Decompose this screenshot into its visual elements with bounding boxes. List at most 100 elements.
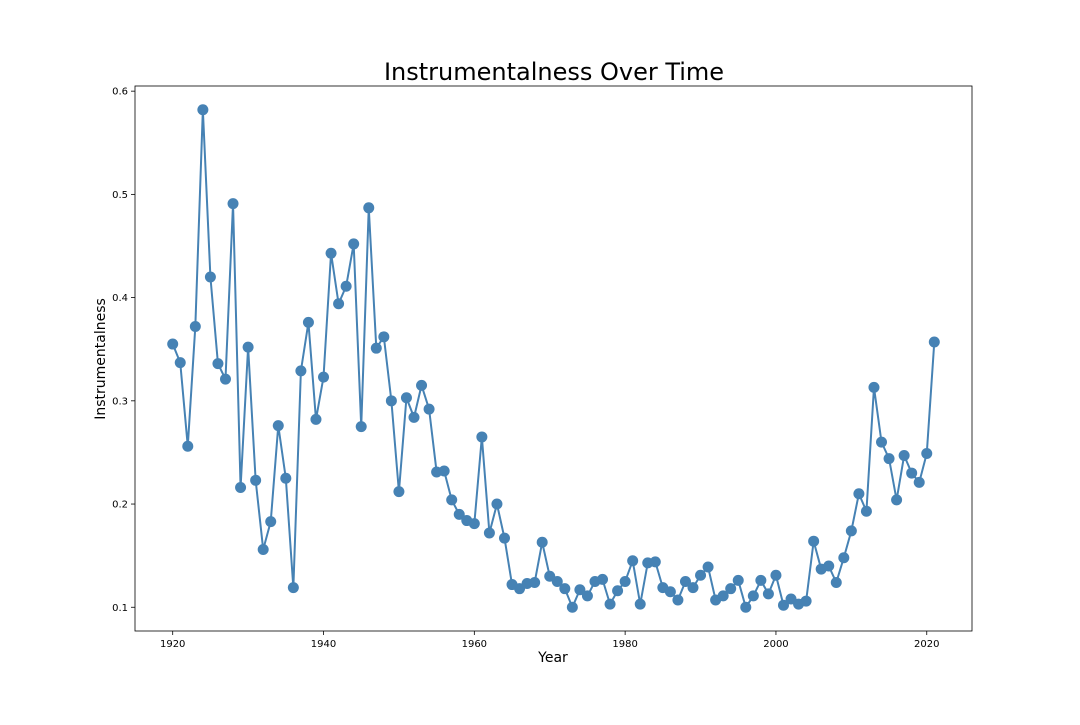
data-point [272, 420, 284, 432]
y-tick-label: 0.1 [112, 603, 128, 614]
y-tick-label: 0.3 [112, 396, 128, 407]
x-tick-label: 1940 [311, 639, 336, 650]
data-point [732, 574, 744, 586]
data-point [438, 465, 450, 477]
plot-area [167, 104, 940, 613]
data-point [340, 280, 352, 292]
data-point [483, 527, 495, 539]
data-point [250, 474, 262, 486]
data-point [318, 371, 330, 383]
x-axis-label: Year [537, 650, 568, 666]
data-point [491, 498, 503, 510]
data-point [416, 379, 428, 391]
series-line [171, 108, 936, 609]
x-tick-label: 1980 [612, 639, 637, 650]
data-point [310, 413, 322, 425]
data-point [302, 316, 314, 328]
data-point [295, 365, 307, 377]
data-point [408, 411, 420, 423]
data-point [687, 582, 699, 594]
y-tick-label: 0.5 [112, 190, 128, 201]
x-tick-label: 2020 [914, 639, 939, 650]
data-point [868, 381, 880, 393]
data-point [227, 198, 239, 210]
data-point [597, 573, 609, 585]
data-point [627, 555, 639, 567]
data-point [559, 583, 571, 595]
data-point [830, 576, 842, 588]
data-point [363, 202, 375, 214]
data-point [370, 342, 382, 354]
data-point [800, 595, 812, 607]
data-point [257, 543, 269, 555]
axes: 1920 1940 1960 1980 2000 2020 0.1 0.2 0.3 0.4 0.5 0… [112, 85, 973, 650]
x-tick-label: 2000 [763, 639, 788, 650]
data-point [325, 247, 337, 259]
data-point [762, 588, 774, 600]
data-point [182, 440, 194, 452]
data-point [740, 601, 752, 613]
data-point [808, 535, 820, 547]
data-point [498, 532, 510, 544]
data-point [823, 560, 835, 572]
data-point [536, 536, 548, 548]
data-point [604, 598, 616, 610]
data-point [876, 436, 888, 448]
data-point [634, 598, 646, 610]
y-tick-label: 0.2 [112, 500, 128, 511]
data-point [717, 590, 729, 602]
data-point [468, 518, 480, 530]
data-point [242, 341, 254, 353]
y-axis-label: Instrumentalness [93, 298, 109, 420]
data-point [212, 358, 224, 370]
data-point [551, 575, 563, 587]
data-point [423, 403, 435, 415]
data-point [174, 357, 186, 369]
y-tick-label: 0.4 [112, 293, 128, 304]
data-point [853, 488, 865, 500]
data-point [906, 467, 918, 479]
data-point [574, 584, 586, 596]
data-point [845, 525, 857, 537]
data-point [913, 476, 925, 488]
chart-title: Instrumentalness Over Time [384, 58, 724, 86]
data-point [378, 331, 390, 343]
data-point [219, 373, 231, 385]
data-point [838, 552, 850, 564]
data-point [197, 104, 209, 116]
data-point [898, 450, 910, 462]
x-tick-label: 1920 [160, 639, 185, 650]
data-point [385, 395, 397, 407]
data-point [860, 505, 872, 517]
data-point [928, 336, 940, 348]
data-point [333, 298, 345, 310]
x-tick-label: 1960 [462, 639, 487, 650]
data-point [619, 575, 631, 587]
data-point [702, 561, 714, 573]
data-point [348, 238, 360, 250]
data-point [446, 494, 458, 506]
data-point [891, 494, 903, 506]
data-point [770, 569, 782, 581]
data-point [355, 421, 367, 433]
plot-frame [134, 85, 973, 632]
data-point [581, 590, 593, 602]
data-point [189, 321, 201, 333]
data-point [755, 574, 767, 586]
data-point [747, 590, 759, 602]
data-point [679, 575, 691, 587]
data-point [612, 585, 624, 597]
data-point [235, 482, 247, 494]
data-point [393, 486, 405, 498]
data-point [649, 556, 661, 568]
data-point [664, 586, 676, 598]
data-point [672, 594, 684, 606]
data-point [476, 431, 488, 443]
data-point [529, 576, 541, 588]
data-point [453, 508, 465, 520]
data-point [566, 601, 578, 613]
data-point [204, 271, 216, 283]
data-point [167, 338, 179, 350]
